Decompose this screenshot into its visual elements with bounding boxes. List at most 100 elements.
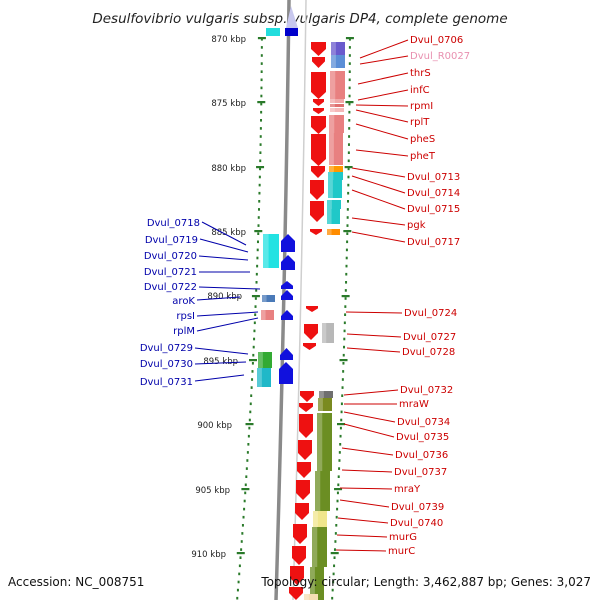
ring-dot bbox=[344, 313, 347, 316]
gene-label-murc[interactable]: murC bbox=[388, 546, 415, 557]
gene-label-dvul-0736[interactable]: Dvul_0736 bbox=[395, 450, 448, 461]
leader-line bbox=[345, 311, 403, 314]
ring-dot bbox=[343, 337, 346, 341]
gene-label-dvul-0735[interactable]: Dvul_0735 bbox=[396, 432, 449, 443]
ring-dot bbox=[348, 135, 351, 138]
ring-major-tick bbox=[257, 37, 266, 40]
ring-dot bbox=[337, 475, 340, 478]
feature-band bbox=[330, 99, 344, 103]
ring-dot bbox=[248, 426, 251, 430]
ring-dot bbox=[253, 329, 256, 333]
ring-major-tick bbox=[254, 230, 263, 233]
gene-label-dvul-0718[interactable]: Dvul_0718 bbox=[147, 218, 200, 229]
gene-label-phet[interactable]: pheT bbox=[410, 151, 436, 162]
feature-band-gloss bbox=[312, 527, 318, 567]
gene-label-rpmi[interactable]: rpmI bbox=[410, 101, 433, 112]
leader-line bbox=[343, 423, 395, 438]
ring-dot bbox=[257, 216, 260, 219]
ring-dot bbox=[348, 62, 351, 65]
gene-label-dvul-0729[interactable]: Dvul_0729 bbox=[140, 343, 193, 354]
feature-band bbox=[318, 398, 332, 411]
leader-line bbox=[339, 499, 390, 508]
gene-label-dvul-0737[interactable]: Dvul_0737 bbox=[394, 467, 447, 478]
gene-label-mraw[interactable]: mraW bbox=[399, 399, 429, 410]
ring-dot bbox=[333, 548, 336, 551]
gene-label-dvul-0721[interactable]: Dvul_0721 bbox=[144, 267, 197, 278]
ring-dot bbox=[345, 256, 348, 260]
ring-dot bbox=[258, 191, 261, 195]
ring-dot bbox=[260, 70, 263, 73]
forward-gene-arrow bbox=[313, 108, 324, 114]
ring-dot bbox=[249, 410, 252, 414]
ring-dot bbox=[250, 386, 253, 389]
feature-band bbox=[312, 527, 327, 567]
gene-label-dvul-0734[interactable]: Dvul_0734 bbox=[397, 417, 450, 428]
leader-line bbox=[359, 39, 409, 59]
tick-label-880: 880 kbp bbox=[211, 164, 246, 174]
ring-dot bbox=[260, 62, 263, 65]
feature-band-gloss bbox=[329, 133, 334, 165]
forward-gene-arrow bbox=[311, 166, 325, 178]
ring-major-tick bbox=[344, 166, 353, 169]
gene-label-dvul-0732[interactable]: Dvul_0732 bbox=[400, 385, 453, 396]
gene-label-mray[interactable]: mraY bbox=[394, 484, 421, 495]
leader-line bbox=[196, 317, 259, 332]
ring-dot bbox=[245, 467, 248, 470]
ring-dot bbox=[348, 54, 351, 57]
gene-label-dvul-0719[interactable]: Dvul_0719 bbox=[145, 235, 198, 246]
leader-line bbox=[335, 549, 387, 552]
gene-label-rplt[interactable]: rplT bbox=[410, 117, 430, 128]
gene-label-dvul-0730[interactable]: Dvul_0730 bbox=[140, 359, 193, 370]
leader-line bbox=[355, 149, 409, 157]
gene-label-dvul-0739[interactable]: Dvul_0739 bbox=[391, 502, 444, 513]
ring-dot bbox=[348, 119, 351, 122]
gene-label-dvul-0731[interactable]: Dvul_0731 bbox=[140, 377, 193, 388]
gene-label-dvul-0727[interactable]: Dvul_0727 bbox=[403, 332, 456, 343]
gene-label-rpsi[interactable]: rpsI bbox=[176, 311, 195, 322]
gene-label-pgk[interactable]: pgk bbox=[407, 220, 426, 231]
ruler-ticks: 870 kbp 875 kbp 880 kbp 885 kbp 890 kbp … bbox=[191, 35, 246, 560]
reverse-gene-arrow bbox=[281, 255, 295, 270]
feature-band bbox=[328, 180, 342, 198]
gene-label-murg[interactable]: murG bbox=[389, 532, 417, 543]
gene-label-arok[interactable]: aroK bbox=[172, 296, 195, 307]
feature-band bbox=[315, 471, 330, 511]
ring-dot bbox=[337, 483, 340, 487]
ring-dot bbox=[347, 175, 350, 179]
feature-band-gloss bbox=[327, 200, 332, 209]
topology-text: Topology: circular; Length: 3,462,887 bp… bbox=[260, 575, 591, 589]
gene-label-dvul-0715[interactable]: Dvul_0715 bbox=[407, 204, 460, 215]
gene-label-rplm[interactable]: rplM bbox=[173, 326, 195, 337]
feature-band bbox=[330, 71, 345, 99]
ring-dot bbox=[238, 572, 241, 576]
gene-label-dvul-0717[interactable]: Dvul_0717 bbox=[407, 237, 460, 248]
gene-label-phes[interactable]: pheS bbox=[410, 134, 435, 145]
feature-band-gloss bbox=[257, 368, 262, 387]
leader-line bbox=[194, 361, 247, 365]
ring-dot bbox=[334, 532, 337, 535]
feature-band-gloss bbox=[310, 567, 315, 600]
gene-label-dvul-0714[interactable]: Dvul_0714 bbox=[407, 188, 460, 199]
gene-label-dvul-0720[interactable]: Dvul_0720 bbox=[144, 251, 197, 262]
ring-dot bbox=[236, 588, 239, 592]
ring-dot bbox=[346, 216, 349, 219]
forward-gene-arrow bbox=[292, 546, 306, 565]
gene-label-dvul-0722[interactable]: Dvul_0722 bbox=[144, 282, 197, 293]
ring-major-tick bbox=[341, 295, 350, 298]
gene-label-dvul-0724[interactable]: Dvul_0724 bbox=[404, 308, 457, 319]
reverse-gene-arrow bbox=[281, 290, 293, 300]
leader-line bbox=[341, 447, 394, 456]
gene-label-dvul-0728[interactable]: Dvul_0728 bbox=[402, 347, 455, 358]
ring-dot bbox=[348, 110, 351, 114]
leader-line bbox=[351, 175, 406, 194]
gene-label-thrs[interactable]: thrS bbox=[410, 68, 431, 79]
ring-major-tick bbox=[236, 552, 245, 555]
leader-line bbox=[196, 296, 241, 301]
gene-label-infc[interactable]: infC bbox=[410, 85, 430, 96]
gene-label-dvul-0713[interactable]: Dvul_0713 bbox=[407, 172, 460, 183]
tick-label-905: 905 kbp bbox=[195, 486, 230, 496]
gene-label-dvul-r0027[interactable]: Dvul_R0027 bbox=[410, 51, 470, 62]
gene-label-dvul-0706[interactable]: Dvul_0706 bbox=[410, 35, 463, 46]
gene-label-dvul-0740[interactable]: Dvul_0740 bbox=[390, 518, 443, 529]
feature-band-gloss bbox=[258, 352, 263, 368]
